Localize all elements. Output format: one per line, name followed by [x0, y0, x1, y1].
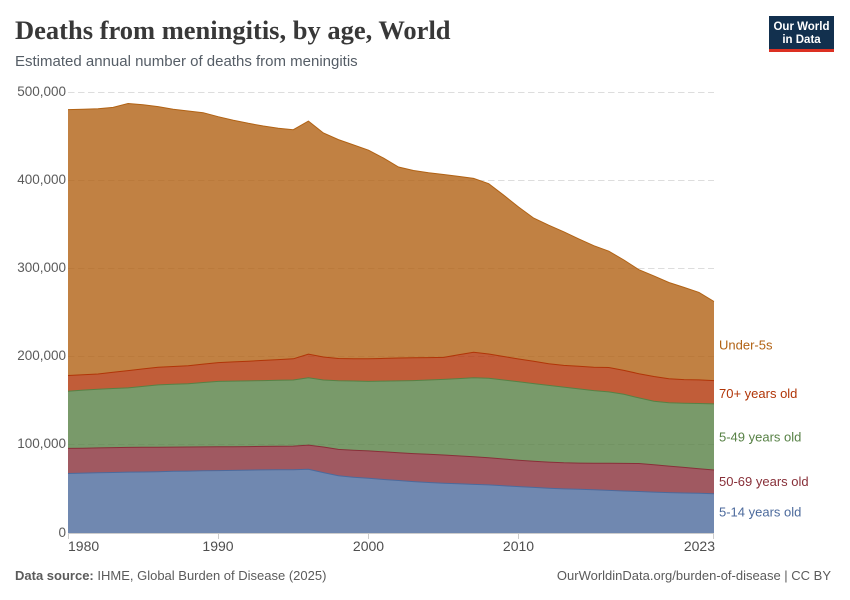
svg-text:200,000: 200,000 — [17, 348, 66, 363]
svg-text:0: 0 — [58, 525, 66, 540]
svg-text:Under-5s: Under-5s — [719, 338, 773, 353]
svg-text:1990: 1990 — [202, 538, 233, 554]
svg-text:100,000: 100,000 — [17, 436, 66, 451]
svg-text:50-69 years old: 50-69 years old — [719, 474, 809, 489]
svg-text:500,000: 500,000 — [17, 84, 66, 99]
svg-text:5-49 years old: 5-49 years old — [719, 430, 801, 445]
svg-text:1980: 1980 — [68, 538, 99, 554]
svg-text:2010: 2010 — [503, 538, 534, 554]
svg-text:2000: 2000 — [353, 538, 384, 554]
svg-text:300,000: 300,000 — [17, 260, 66, 275]
svg-text:400,000: 400,000 — [17, 172, 66, 187]
svg-text:5-14 years old: 5-14 years old — [719, 505, 801, 520]
svg-text:70+ years old: 70+ years old — [719, 386, 797, 401]
svg-text:2023: 2023 — [684, 538, 715, 554]
